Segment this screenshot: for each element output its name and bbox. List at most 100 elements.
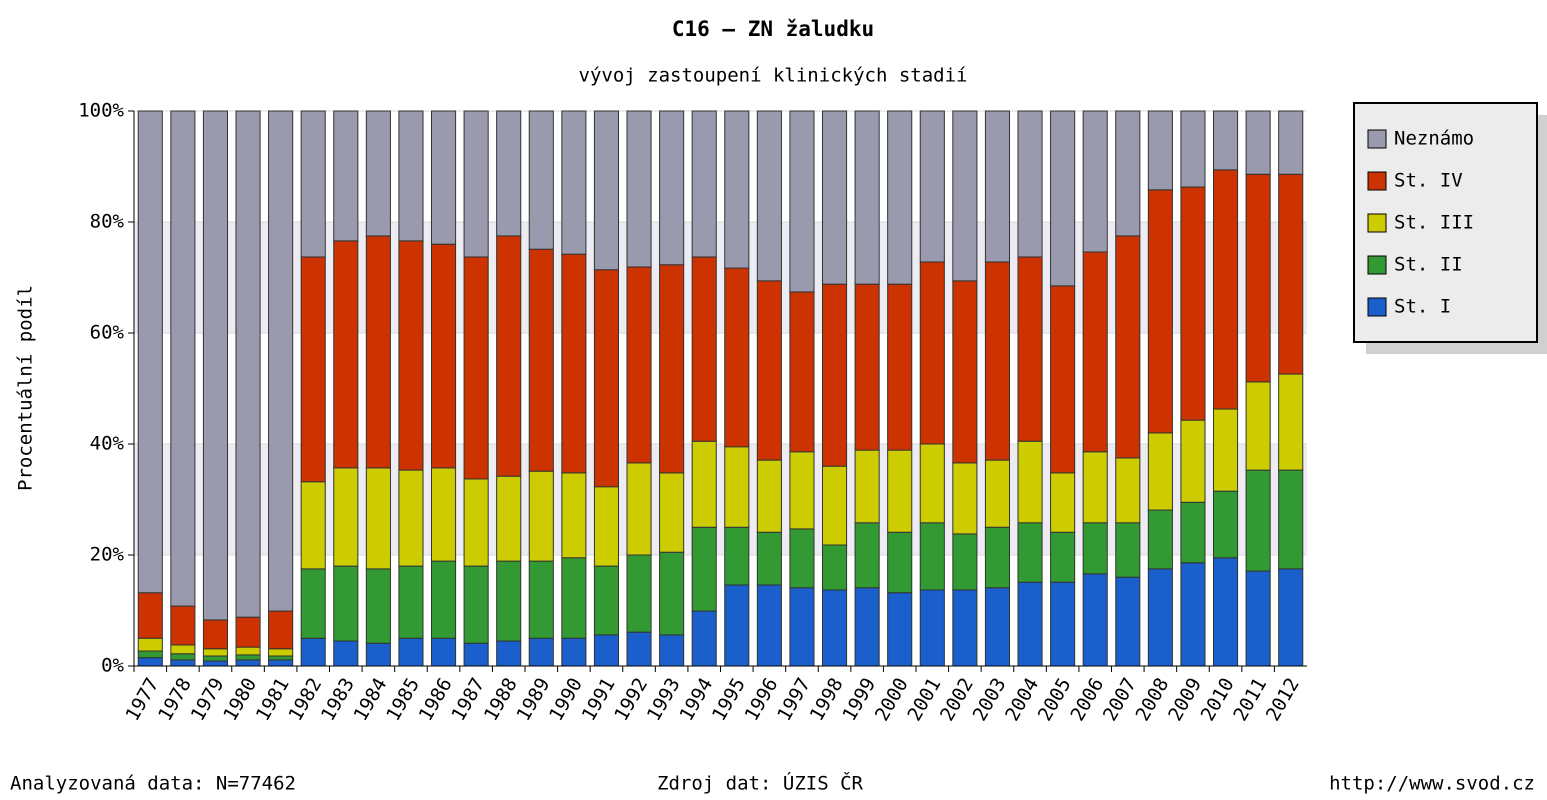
bar-segment [626,631,652,667]
bar-segment [1050,472,1076,533]
bar-segment [919,589,945,667]
bar-segment [1212,557,1239,667]
x-tick-label: 1980 [219,674,261,725]
bar-segment [1082,451,1108,524]
x-tick-label: 1984 [350,674,392,725]
bar-segment [724,267,750,448]
legend-label: St. III [1394,212,1474,234]
bar-segment [1115,235,1141,459]
bar-segment [887,592,913,667]
bar-segment [1017,440,1043,524]
bar-segment [137,650,163,659]
bar-segment [528,560,554,639]
bar-segment [919,110,945,263]
bar-segment [268,610,294,650]
x-tick-label: 1998 [806,674,848,725]
bar-segment [593,634,620,667]
bar-segment [430,467,457,562]
grid-band [134,222,1307,333]
bar-segment [398,565,424,639]
bar-segment [854,283,880,451]
bar-segment [202,648,229,657]
bar-segment [854,522,880,589]
x-tick-label: 1978 [154,674,196,725]
bar-segment [626,462,652,556]
x-tick-label: 1994 [675,674,717,725]
bar-segment [1245,381,1271,471]
x-tick-label: 2000 [871,674,913,725]
bar-segment [1212,490,1239,559]
x-tick-label: 1993 [643,674,685,725]
bar-segment [756,531,782,586]
legend-label: St. IV [1394,170,1463,192]
bar-segment [887,531,913,594]
x-tick-label: 1991 [578,674,620,725]
bar-segment [528,637,554,667]
bar-segment [235,616,261,648]
bar-segment [170,653,196,661]
bar-segment [430,110,457,245]
x-tick-label: 1999 [838,674,880,725]
bar-segment [1017,256,1043,442]
bar-segment [1180,501,1206,564]
bar-segment [1278,373,1304,471]
bar-segment [724,526,750,586]
bar-segment [1082,522,1108,575]
bar-segment [1147,568,1173,667]
bar-segment [170,644,196,655]
x-tick-label: 1997 [773,674,815,725]
x-tick-label: 2010 [1197,674,1239,725]
bar-segment [659,634,685,667]
bar-segment [854,587,880,667]
bar-segment [1212,110,1239,171]
bar-segment [756,459,782,533]
bar-segment [561,557,587,639]
bar-segment [235,654,261,661]
bar-segment [496,110,522,237]
x-tick-label: 1985 [382,674,424,725]
bar-segment [202,655,229,662]
bar-segment [854,110,880,285]
bar-segment [1017,110,1043,258]
bar-segment [1245,110,1271,175]
plot-background [134,111,1307,666]
bar-segment [1115,457,1141,524]
legend-label: St. II [1394,254,1463,276]
bar-segment [300,637,326,667]
bar-segment [1245,570,1271,667]
bar-segment [398,110,424,242]
bar-segment [659,551,685,636]
bar-segment [463,478,489,567]
bar-segment [1278,110,1304,175]
x-tick-label: 2012 [1262,674,1304,725]
x-tick-label: 2002 [936,674,978,725]
bar-segment [398,469,424,567]
bar-segment [854,449,880,524]
bar-segment [626,266,652,464]
y-tick-label: 100% [78,100,124,122]
bar-segment [365,235,391,469]
bar-segment [1245,173,1271,383]
x-tick-label: 1977 [121,674,163,725]
bar-segment [137,592,163,639]
bar-segment [365,642,391,667]
x-tick-label: 2007 [1099,674,1141,725]
bar-segment [1050,110,1076,287]
y-tick-label: 20% [90,544,125,566]
bar-segment [756,280,782,461]
bar-segment [333,467,359,567]
bar-segment [528,110,554,250]
bar-segment [1212,408,1239,492]
bar-segment [756,584,782,667]
bar-segment [724,584,750,667]
bar-segment [333,110,359,242]
bar-segment [593,565,620,636]
bar-segment [919,261,945,445]
bar-segment [593,486,620,567]
chart-title: C16 – ZN žaludku [672,17,874,41]
bar-segment [398,240,424,471]
y-tick-label: 0% [101,655,124,677]
bar-segment [821,110,848,285]
bar-segment [268,110,294,612]
